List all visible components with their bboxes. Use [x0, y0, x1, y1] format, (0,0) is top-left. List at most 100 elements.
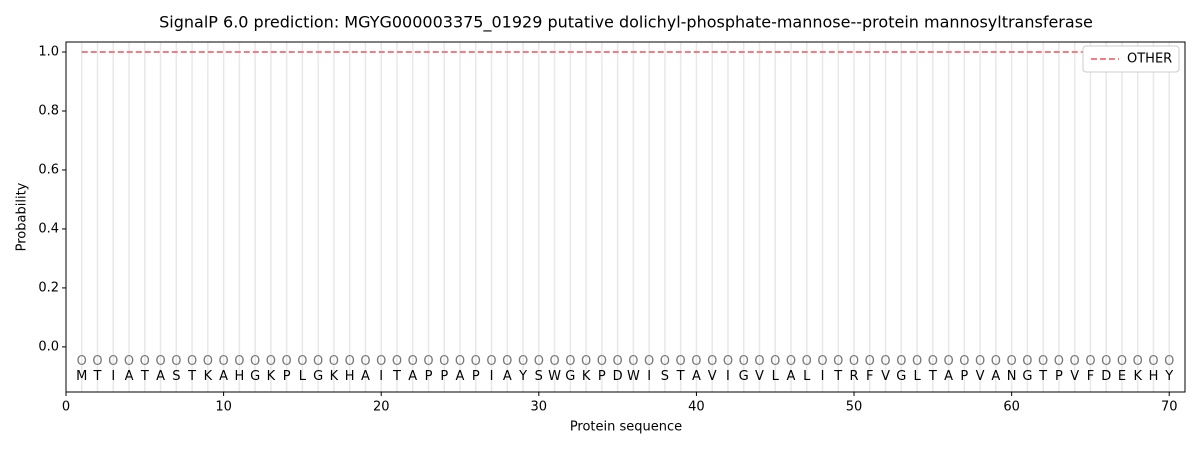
predicted-label: O — [628, 354, 638, 369]
predicted-label: O — [234, 354, 244, 369]
predicted-label: O — [471, 354, 481, 369]
x-tick-label: 40 — [688, 400, 705, 415]
predicted-label: O — [1164, 354, 1174, 369]
residue: V — [976, 369, 985, 384]
predicted-label: O — [754, 354, 764, 369]
predicted-label: O — [739, 354, 749, 369]
y-tick-label: 1.0 — [38, 45, 59, 60]
residue: T — [140, 369, 149, 384]
residue: A — [408, 369, 417, 384]
residue: A — [787, 369, 796, 384]
residue: T — [833, 369, 842, 384]
predicted-label: O — [455, 354, 465, 369]
predicted-label: O — [392, 354, 402, 369]
residue: A — [125, 369, 134, 384]
residue: K — [204, 369, 213, 384]
residue: D — [613, 369, 623, 384]
predicted-label: O — [155, 354, 165, 369]
x-tick-label: 70 — [1161, 400, 1178, 415]
residue: K — [330, 369, 339, 384]
predicted-label: O — [345, 354, 355, 369]
predicted-label: O — [502, 354, 512, 369]
residue: S — [661, 369, 669, 384]
predicted-label: O — [124, 354, 134, 369]
predicted-label: O — [313, 354, 323, 369]
residue: Y — [518, 369, 527, 384]
residue: A — [156, 369, 165, 384]
residue: N — [1007, 369, 1017, 384]
residue: P — [425, 369, 433, 384]
residue: V — [881, 369, 890, 384]
residue: V — [708, 369, 717, 384]
predicted-label: O — [975, 354, 985, 369]
residue: T — [1038, 369, 1047, 384]
residue: S — [172, 369, 180, 384]
residue: V — [755, 369, 764, 384]
predicted-label: O — [865, 354, 875, 369]
predicted-label: O — [880, 354, 890, 369]
plot-frame — [65, 41, 1186, 393]
residue: A — [219, 369, 228, 384]
residue: I — [490, 369, 494, 384]
y-tick-label: 0.2 — [38, 280, 59, 295]
predicted-label: O — [329, 354, 339, 369]
predicted-label: O — [1133, 354, 1143, 369]
residue: G — [565, 369, 575, 384]
residue: L — [299, 369, 307, 384]
predicted-label: O — [282, 354, 292, 369]
residue: L — [803, 369, 811, 384]
residue: I — [726, 369, 730, 384]
residue: I — [111, 369, 115, 384]
residue: V — [1070, 369, 1079, 384]
residue: P — [598, 369, 606, 384]
predicted-label: O — [376, 354, 386, 369]
predicted-label: O — [991, 354, 1001, 369]
predicted-label: O — [423, 354, 433, 369]
predicted-label: O — [849, 354, 859, 369]
residue: M — [76, 369, 87, 384]
residue: W — [627, 369, 640, 384]
residue: T — [93, 369, 102, 384]
predicted-label: O — [1007, 354, 1017, 369]
residue: H — [345, 369, 355, 384]
predicted-label: O — [770, 354, 780, 369]
predicted-label: O — [439, 354, 449, 369]
residue: A — [456, 369, 465, 384]
residue: P — [1055, 369, 1063, 384]
residue: I — [647, 369, 651, 384]
predicted-label: O — [691, 354, 701, 369]
predicted-label: O — [77, 354, 87, 369]
predicted-label: O — [297, 354, 307, 369]
x-tick-label: 20 — [373, 400, 390, 415]
residue: I — [821, 369, 825, 384]
predicted-label: O — [912, 354, 922, 369]
predicted-label: O — [1085, 354, 1095, 369]
predicted-label: O — [171, 354, 181, 369]
predicted-label: O — [518, 354, 528, 369]
predicted-label: O — [140, 354, 150, 369]
legend-box — [1082, 45, 1180, 73]
predicted-label: O — [108, 354, 118, 369]
residue: K — [267, 369, 276, 384]
residue: R — [850, 369, 859, 384]
residue: P — [440, 369, 448, 384]
residue: A — [944, 369, 953, 384]
residue: A — [692, 369, 701, 384]
predicted-label: O — [817, 354, 827, 369]
residue: A — [361, 369, 370, 384]
predicted-label: O — [597, 354, 607, 369]
predicted-label: O — [187, 354, 197, 369]
predicted-label: O — [1117, 354, 1127, 369]
predicted-label: O — [676, 354, 686, 369]
y-tick-label: 0.8 — [38, 103, 59, 118]
y-tick-label: 0.4 — [38, 221, 59, 236]
predicted-label: O — [534, 354, 544, 369]
residue: W — [548, 369, 561, 384]
predicted-label: O — [581, 354, 591, 369]
residue: H — [1149, 369, 1159, 384]
residue: A — [991, 369, 1000, 384]
predicted-label: O — [723, 354, 733, 369]
residue: P — [472, 369, 480, 384]
predicted-label: O — [250, 354, 260, 369]
predicted-label: O — [1022, 354, 1032, 369]
